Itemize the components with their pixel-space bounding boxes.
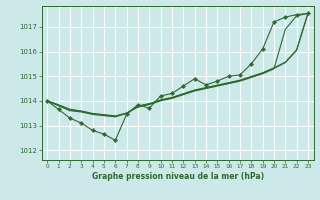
X-axis label: Graphe pression niveau de la mer (hPa): Graphe pression niveau de la mer (hPa) [92,172,264,181]
